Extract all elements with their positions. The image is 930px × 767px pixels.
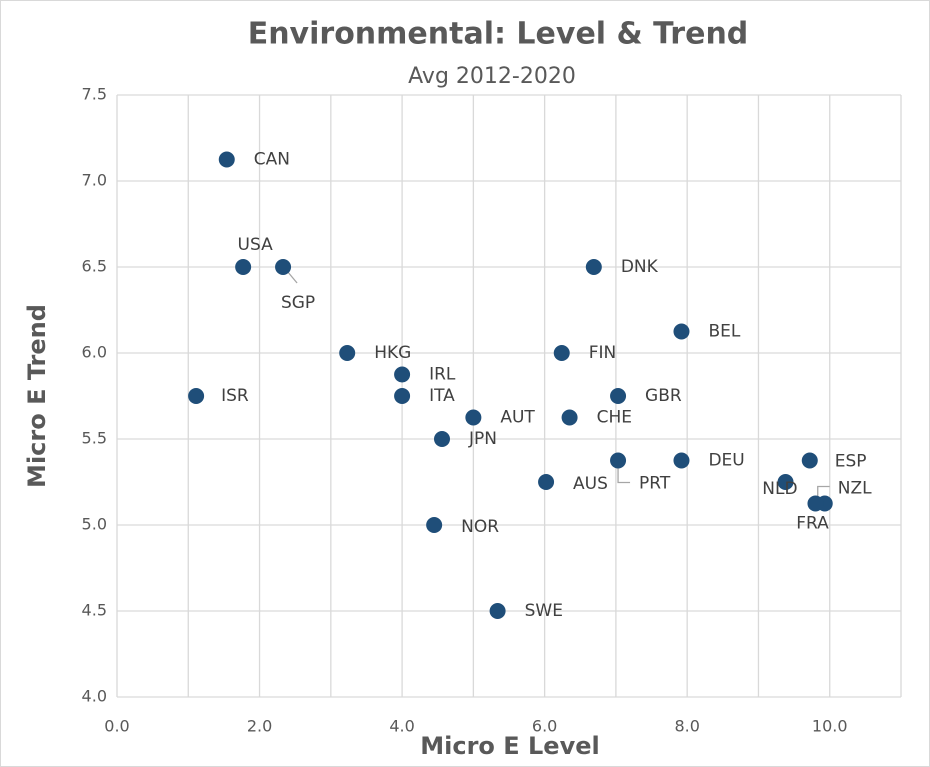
point-label: CAN <box>254 150 290 170</box>
point-label: ESP <box>835 452 867 472</box>
point-label: DNK <box>621 257 659 277</box>
point-label: IRL <box>429 365 456 385</box>
point-label: DEU <box>708 451 744 471</box>
point <box>394 366 411 383</box>
point <box>465 409 482 426</box>
point <box>339 345 356 361</box>
point-label: GBR <box>645 386 682 406</box>
point <box>235 259 252 275</box>
leader-line <box>617 468 631 484</box>
point <box>807 495 824 512</box>
point-label: AUT <box>500 408 535 428</box>
point <box>801 452 818 469</box>
point-label: BEL <box>708 322 740 342</box>
point <box>188 388 205 404</box>
point-label: FRA <box>796 514 829 534</box>
y-tick-label: 5.0 <box>82 515 107 534</box>
leader-line <box>817 485 830 498</box>
y-tick-label: 7.5 <box>82 85 107 104</box>
x-tick-label: 8.0 <box>674 717 699 736</box>
x-tick-label: 0.0 <box>104 717 129 736</box>
point-label: ITA <box>429 386 455 406</box>
leader-line <box>286 270 298 284</box>
y-axis-title: Micro E Trend <box>23 304 51 488</box>
point-label: ISR <box>221 386 249 406</box>
point-label: SWE <box>525 601 563 621</box>
point <box>538 474 555 490</box>
x-axis-title: Micro E Level <box>420 732 599 760</box>
point-label: NZL <box>838 479 872 499</box>
y-tick-label: 4.5 <box>82 601 107 620</box>
point-label: FIN <box>589 343 617 363</box>
point-label: AUS <box>573 474 608 494</box>
point <box>673 323 690 340</box>
x-tick-label: 6.0 <box>532 717 557 736</box>
y-tick-label: 6.5 <box>82 257 107 276</box>
point <box>777 474 794 490</box>
y-tick-label: 7.0 <box>82 171 107 190</box>
chart-subtitle: Avg 2012-2020 <box>408 64 576 89</box>
point-label: NLD <box>762 479 797 499</box>
chart-title: Environmental: Level & Trend <box>248 17 749 52</box>
x-tick-label: 2.0 <box>247 717 272 736</box>
x-tick-label: 10.0 <box>812 717 848 736</box>
y-tick-label: 6.0 <box>82 343 107 362</box>
point-label: CHE <box>597 408 632 428</box>
point-label: JPN <box>468 429 497 449</box>
point <box>553 345 570 361</box>
point-label: SGP <box>281 293 315 313</box>
x-tick-label: 4.0 <box>389 717 414 736</box>
point <box>275 259 292 275</box>
point <box>218 151 235 168</box>
point <box>426 517 443 533</box>
point-label: PRT <box>639 474 671 494</box>
point <box>434 431 451 447</box>
point <box>585 259 602 275</box>
point <box>610 388 627 404</box>
point <box>673 452 690 469</box>
point-label: NOR <box>461 517 499 537</box>
y-tick-label: 4.0 <box>82 687 107 706</box>
y-tick-label: 5.5 <box>82 429 107 448</box>
point <box>394 388 411 404</box>
point-label: USA <box>238 235 274 255</box>
point <box>561 409 578 426</box>
point-label: HKG <box>374 343 411 363</box>
point <box>610 452 627 469</box>
point <box>489 603 506 619</box>
